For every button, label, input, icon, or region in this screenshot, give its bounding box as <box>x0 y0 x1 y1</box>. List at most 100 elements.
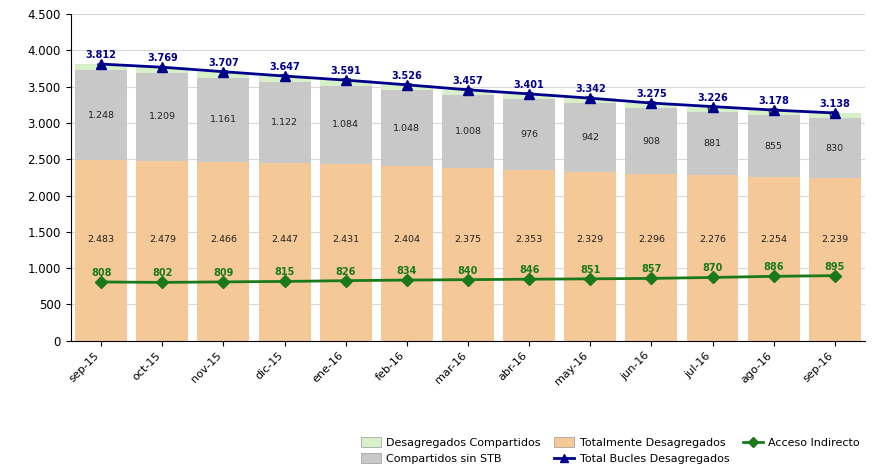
Text: 3.226: 3.226 <box>698 93 728 103</box>
Text: 72: 72 <box>523 92 535 101</box>
Text: 815: 815 <box>275 267 295 278</box>
Text: 2.254: 2.254 <box>760 235 787 244</box>
Text: 70: 70 <box>645 101 657 110</box>
Text: 1.161: 1.161 <box>210 115 237 124</box>
Text: 857: 857 <box>641 264 661 274</box>
Bar <box>564 98 616 103</box>
Text: 3.275: 3.275 <box>636 89 667 99</box>
Text: 3.342: 3.342 <box>575 84 606 94</box>
Text: 846: 846 <box>519 265 540 275</box>
Bar <box>687 106 738 112</box>
Text: 830: 830 <box>826 144 844 153</box>
Text: 881: 881 <box>704 139 721 148</box>
Text: 2.479: 2.479 <box>149 235 176 244</box>
Text: 2.447: 2.447 <box>271 235 298 244</box>
Text: 826: 826 <box>336 267 356 277</box>
Bar <box>381 85 433 90</box>
Text: 2.276: 2.276 <box>699 235 726 244</box>
Text: 809: 809 <box>214 268 234 278</box>
Bar <box>625 103 677 108</box>
Text: 2.431: 2.431 <box>332 235 359 244</box>
Bar <box>75 64 127 70</box>
Bar <box>625 108 677 174</box>
Text: 2.466: 2.466 <box>210 235 237 244</box>
Bar <box>442 95 494 168</box>
Text: 886: 886 <box>764 263 784 272</box>
Text: 78: 78 <box>279 74 291 83</box>
Bar <box>809 113 861 118</box>
Text: 834: 834 <box>396 266 417 276</box>
Bar <box>320 80 372 86</box>
Bar <box>564 103 616 172</box>
Text: 2.239: 2.239 <box>821 235 849 244</box>
Text: 908: 908 <box>642 137 660 146</box>
Text: 79: 79 <box>217 70 230 79</box>
Bar <box>442 90 494 95</box>
Text: 1.209: 1.209 <box>149 113 176 122</box>
Text: 851: 851 <box>580 265 600 275</box>
Text: 3.457: 3.457 <box>453 76 483 86</box>
Bar <box>564 172 616 341</box>
Text: 2.404: 2.404 <box>393 235 420 244</box>
Text: 2.296: 2.296 <box>638 235 665 244</box>
Bar <box>259 82 311 163</box>
Bar <box>259 163 311 341</box>
Bar <box>503 170 555 341</box>
Bar <box>75 70 127 160</box>
Bar <box>748 115 800 177</box>
Bar <box>75 160 127 341</box>
Text: 942: 942 <box>581 133 600 142</box>
Text: 81: 81 <box>95 62 107 71</box>
Bar <box>748 177 800 341</box>
Text: 74: 74 <box>401 83 413 92</box>
Text: 3.178: 3.178 <box>758 96 789 106</box>
Text: 895: 895 <box>825 262 845 272</box>
Text: 3.526: 3.526 <box>391 71 422 81</box>
Text: 3.812: 3.812 <box>86 50 117 60</box>
Bar <box>748 110 800 115</box>
Text: 69: 69 <box>706 105 719 114</box>
Bar <box>198 72 250 78</box>
Text: 2.375: 2.375 <box>455 235 481 244</box>
Text: 2.353: 2.353 <box>516 235 543 244</box>
Text: 976: 976 <box>520 130 538 139</box>
Bar <box>259 76 311 82</box>
Text: 68: 68 <box>767 108 780 117</box>
Bar <box>503 99 555 170</box>
Text: 840: 840 <box>457 266 479 276</box>
Text: 3.707: 3.707 <box>208 58 238 68</box>
Text: 2.329: 2.329 <box>577 235 604 244</box>
Text: 802: 802 <box>152 268 172 279</box>
Text: 3.591: 3.591 <box>330 66 361 76</box>
Bar <box>381 90 433 166</box>
Text: 1.248: 1.248 <box>87 111 115 120</box>
Bar <box>809 178 861 341</box>
Bar <box>198 162 250 341</box>
Bar <box>136 73 188 161</box>
Text: 3.138: 3.138 <box>819 99 850 109</box>
Text: 855: 855 <box>765 141 782 150</box>
Bar <box>503 94 555 99</box>
Text: 2.483: 2.483 <box>87 235 115 244</box>
Text: 71: 71 <box>585 96 596 105</box>
Text: 76: 76 <box>340 79 351 88</box>
Bar <box>442 168 494 341</box>
Bar <box>136 67 188 73</box>
Bar <box>198 78 250 162</box>
Text: 808: 808 <box>91 268 111 278</box>
Bar <box>687 112 738 175</box>
Text: 3.647: 3.647 <box>269 62 300 72</box>
Text: 1.122: 1.122 <box>271 118 298 127</box>
Bar <box>809 118 861 178</box>
Text: 3.401: 3.401 <box>514 80 545 90</box>
Text: 1.084: 1.084 <box>332 121 359 130</box>
Legend: Desagregados Compartidos, Compartidos sin STB, Totalmente Desagregados, Total Bu: Desagregados Compartidos, Compartidos si… <box>360 438 860 464</box>
Text: 1.048: 1.048 <box>393 124 420 133</box>
Text: 81: 81 <box>156 66 169 75</box>
Bar <box>320 86 372 164</box>
Text: 74: 74 <box>462 88 474 97</box>
Bar <box>136 161 188 341</box>
Bar <box>320 164 372 341</box>
Text: 3.769: 3.769 <box>147 53 177 63</box>
Bar <box>687 175 738 341</box>
